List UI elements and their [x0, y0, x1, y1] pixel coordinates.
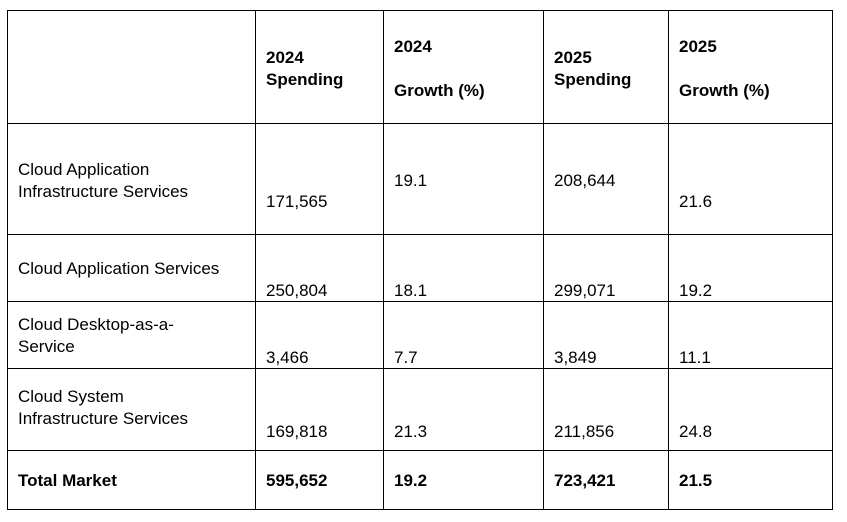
header-2024-growth: 2024 Growth (%) — [383, 10, 544, 124]
cell-2024-growth: 7.7 — [383, 301, 544, 369]
header-empty-cell — [7, 10, 256, 124]
row-label: Cloud Desktop-as-a- Service — [7, 301, 256, 369]
cell-2024-spending: 171,565 — [255, 123, 384, 235]
cell-2025-spending: 3,849 — [543, 301, 669, 369]
cell-2025-spending: 208,644 — [543, 123, 669, 235]
cell-2024-growth: 18.1 — [383, 234, 544, 302]
value-2025-growth: 19.2 — [679, 281, 713, 300]
row-label-text: Cloud Application Infrastructure Service… — [18, 160, 189, 201]
header-2024-growth-year: 2024 — [394, 37, 432, 56]
total-label: Total Market — [7, 450, 256, 510]
cell-2024-spending: 250,804 — [255, 234, 384, 302]
table-row: Cloud Application Services 250,804 18.1 … — [7, 234, 833, 302]
value-2024-growth: 21.3 — [394, 422, 428, 441]
header-2025-growth-label: Growth (%) — [679, 81, 770, 100]
value-2024-spending: 250,804 — [266, 281, 328, 300]
header-2025-growth-year: 2025 — [679, 37, 717, 56]
header-2024-spending: 2024 Spending — [255, 10, 384, 124]
total-label-text: Total Market — [18, 471, 117, 490]
total-2024-growth: 19.2 — [383, 450, 544, 510]
row-label: Cloud Application Infrastructure Service… — [7, 123, 256, 235]
row-label-text: Cloud System Infrastructure Services — [18, 387, 189, 428]
table-row: Cloud System Infrastructure Services 169… — [7, 368, 833, 451]
row-label: Cloud System Infrastructure Services — [7, 368, 256, 451]
spending-table: 2024 Spending 2024 Growth (%) 2025 Spend… — [7, 10, 833, 510]
value-2025-spending: 211,856 — [554, 422, 615, 441]
cell-2025-growth: 19.2 — [668, 234, 833, 302]
header-2024-growth-label: Growth (%) — [394, 81, 485, 100]
cell-2025-growth: 24.8 — [668, 368, 833, 451]
value-2025-spending: 299,071 — [554, 281, 616, 300]
value-2024-growth: 19.1 — [394, 171, 428, 190]
header-2024-spending-text: 2024 Spending — [266, 48, 344, 89]
table-row: Cloud Desktop-as-a- Service 3,466 7.7 3,… — [7, 301, 833, 369]
total-2025-growth: 21.5 — [668, 450, 833, 510]
total-row: Total Market 595,652 19.2 723,421 21.5 — [7, 450, 833, 510]
value-2024-spending: 171,565 — [266, 192, 328, 211]
value-2024-spending: 169,818 — [266, 422, 328, 441]
header-2025-spending-text: 2025 Spending — [554, 48, 632, 89]
total-2024-spending-value: 595,652 — [266, 471, 328, 490]
value-2024-growth: 7.7 — [394, 348, 418, 367]
value-2024-growth: 18.1 — [394, 281, 428, 300]
row-label-text: Cloud Desktop-as-a- Service — [18, 315, 174, 356]
total-2025-spending-value: 723,421 — [554, 471, 616, 490]
cell-2024-spending: 169,818 — [255, 368, 384, 451]
value-2025-growth: 11.1 — [679, 348, 711, 367]
header-2025-spending: 2025 Spending — [543, 10, 669, 124]
total-2025-growth-value: 21.5 — [679, 471, 713, 490]
value-2025-growth: 24.8 — [679, 422, 713, 441]
cell-2025-growth: 11.1 — [668, 301, 833, 369]
header-row: 2024 Spending 2024 Growth (%) 2025 Spend… — [7, 10, 833, 124]
cell-2024-growth: 21.3 — [383, 368, 544, 451]
cell-2025-growth: 21.6 — [668, 123, 833, 235]
value-2025-growth: 21.6 — [679, 192, 713, 211]
total-2024-spending: 595,652 — [255, 450, 384, 510]
table-row: Cloud Application Infrastructure Service… — [7, 123, 833, 235]
cell-2025-spending: 299,071 — [543, 234, 669, 302]
total-2024-growth-value: 19.2 — [394, 471, 428, 490]
row-label-text: Cloud Application Services — [18, 259, 220, 278]
value-2025-spending: 208,644 — [554, 171, 616, 190]
cell-2024-growth: 19.1 — [383, 123, 544, 235]
row-label: Cloud Application Services — [7, 234, 256, 302]
header-2025-growth: 2025 Growth (%) — [668, 10, 833, 124]
value-2024-spending: 3,466 — [266, 348, 309, 367]
cell-2024-spending: 3,466 — [255, 301, 384, 369]
cell-2025-spending: 211,856 — [543, 368, 669, 451]
value-2025-spending: 3,849 — [554, 348, 597, 367]
total-2025-spending: 723,421 — [543, 450, 669, 510]
